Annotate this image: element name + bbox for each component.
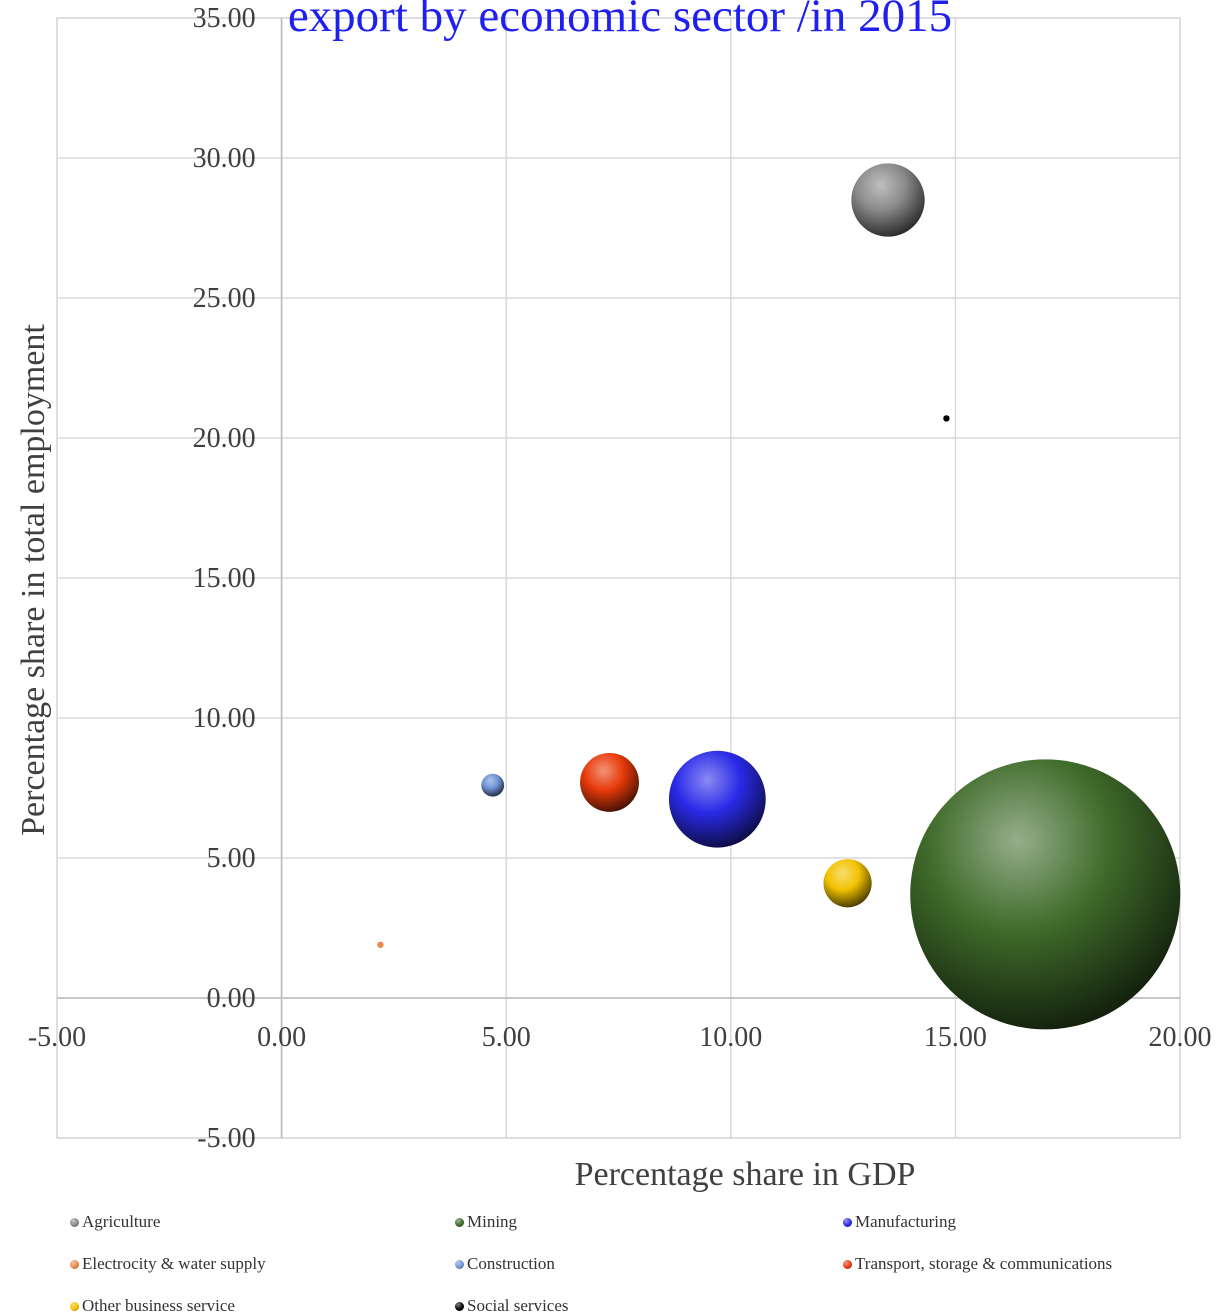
x-tick-label: 15.00 [924,1022,987,1053]
legend-item-social-services: Social services [455,1296,569,1316]
legend: Agriculture Mining Manufacturing Electrocit… [70,1212,1210,1315]
y-tick-label: 20.00 [193,423,256,454]
bubble-chart: -5.00 0.00 5.00 10.00 15.00 20.00 -5.00 0.00 5.… [15,0,1212,1193]
legend-marker-icon [843,1259,852,1269]
chart-title: export by economic sector /in 2015 [288,0,952,42]
legend-label: Other business service [82,1296,235,1315]
legend-marker-icon [70,1301,79,1311]
legend-label: Transport, storage & communications [855,1254,1113,1273]
legend-item-agriculture: Agriculture [70,1212,160,1232]
bubble-other-business-service [823,859,872,908]
legend-item-other-business-service: Other business service [70,1296,235,1316]
legend-label: Agriculture [82,1212,161,1231]
x-axis-label: Percentage share in GDP [575,1156,916,1193]
x-tick-label: 0.00 [257,1022,306,1053]
legend-marker-icon [843,1217,852,1227]
y-tick-label: 5.00 [207,843,256,874]
y-tick-label: 30.00 [193,143,256,174]
bubble-mining [910,759,1181,1030]
y-tick-label: 0.00 [207,983,256,1014]
legend-label: Manufacturing [855,1212,957,1231]
legend-item-manufacturing: Manufacturing [843,1212,956,1232]
x-tick-label: 5.00 [482,1022,531,1053]
bubble-manufacturing [668,750,766,848]
legend-item-mining: Mining [455,1212,517,1232]
x-tick-label: 20.00 [1149,1022,1212,1053]
x-tick-label: -5.00 [28,1022,86,1053]
y-axis-label: Percentage share in total employment [15,324,52,836]
bubble-social-services [943,415,950,422]
bubble-transport-storage-communications [580,752,639,812]
legend-item-construction: Construction [455,1254,555,1274]
y-tick-label: 15.00 [193,563,256,594]
legend-marker-icon [70,1259,79,1269]
legend-label: Construction [467,1254,555,1273]
legend-item-electrocity-water-supply: Electrocity & water supply [70,1254,266,1274]
x-tick-label: 10.00 [699,1022,762,1053]
y-tick-label: 25.00 [193,283,256,314]
legend-marker-icon [455,1217,464,1227]
legend-marker-icon [455,1259,464,1269]
legend-item-transport-storage-communications: Transport, storage & communications [843,1254,1112,1274]
y-tick-label: -5.00 [197,1123,255,1154]
y-tick-label: 10.00 [193,703,256,734]
x-tick-labels: -5.00 0.00 5.00 10.00 15.00 20.00 [28,1022,1212,1053]
legend-label: Mining [467,1212,518,1231]
legend-label: Social services [467,1296,569,1315]
bubble-agriculture [851,163,925,237]
bubble-series [377,163,1181,1030]
bubble-construction [481,773,505,797]
bubble-electrocity-water-supply [377,941,384,948]
y-tick-labels: -5.00 0.00 5.00 10.00 15.00 20.00 25.00 30.00 35… [193,3,256,1154]
legend-label: Electrocity & water supply [82,1254,266,1273]
legend-marker-icon [455,1301,464,1311]
legend-marker-icon [70,1217,79,1227]
y-tick-label: 35.00 [193,3,256,34]
